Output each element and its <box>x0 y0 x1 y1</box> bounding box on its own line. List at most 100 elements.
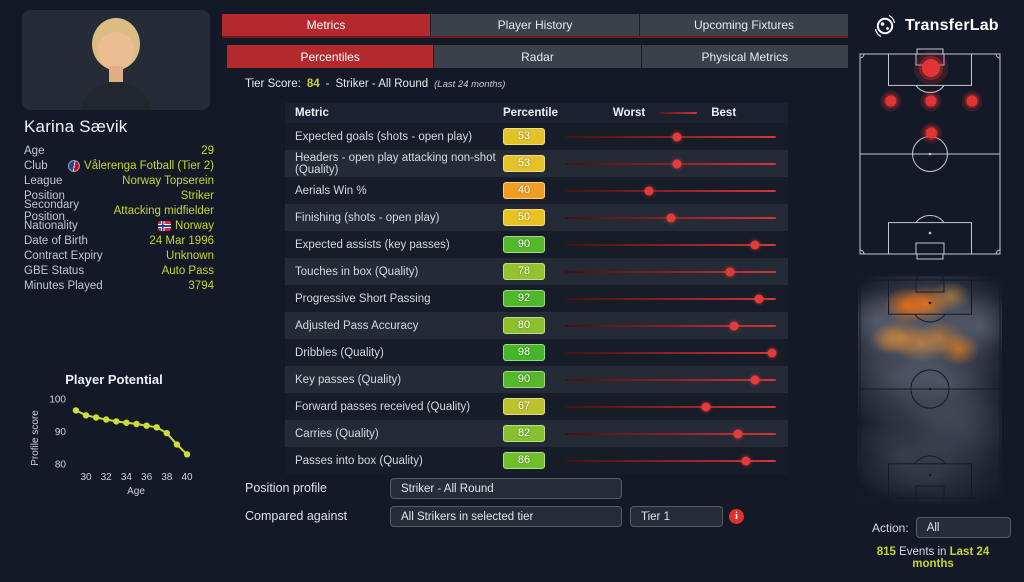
action-dropdown[interactable]: All <box>915 517 1011 538</box>
tier-score-label: Tier Score: <box>245 78 301 90</box>
header-best: Best <box>711 107 737 119</box>
tab-player-history[interactable]: Player History <box>431 14 640 36</box>
metric-row: Passes into box (Quality) 86 <box>285 447 788 474</box>
metric-row: Expected goals (shots - open play) 53 <box>285 123 788 150</box>
percentile-track <box>565 375 776 384</box>
tier-score-value: 84 <box>306 78 320 90</box>
percentile-badge: 90 <box>503 236 545 253</box>
percentile-track <box>565 240 776 249</box>
metric-row: Progressive Short Passing 92 <box>285 285 788 312</box>
info-value-text: Norway <box>175 219 214 232</box>
tier-score-profile: Striker - All Round <box>335 78 429 90</box>
player-name: Karina Sævik <box>24 117 128 136</box>
heatmap-pitch-lines <box>859 276 1001 504</box>
player-info-row: Secondary Position Attacking midfielder <box>24 199 214 223</box>
info-value: 24 Mar 1996 <box>149 235 214 247</box>
info-value-text: Striker <box>180 189 214 202</box>
info-label: Minutes Played <box>24 279 103 292</box>
header-metric: Metric <box>295 107 329 119</box>
percentile-track <box>565 456 776 465</box>
info-icon[interactable]: i <box>729 509 744 524</box>
percentile-badge: 80 <box>503 317 545 334</box>
metric-label: Expected assists (key passes) <box>295 238 450 251</box>
percentile-dot <box>733 429 743 438</box>
metric-label: Aerials Win % <box>295 184 367 197</box>
tab-metrics[interactable]: Metrics <box>222 14 431 36</box>
transferlab-logo-icon <box>874 14 896 38</box>
svg-text:30: 30 <box>80 472 92 483</box>
percentile-dot <box>750 240 760 249</box>
tab-label: Player History <box>497 18 573 32</box>
info-value: Striker <box>181 190 214 202</box>
metric-label: Forward passes received (Quality) <box>295 400 471 413</box>
metric-label: Touches in box (Quality) <box>295 265 419 278</box>
percentile-badge: 67 <box>503 398 545 415</box>
svg-text:100: 100 <box>49 395 66 406</box>
potential-chart-title: Player Potential <box>65 372 163 387</box>
info-value: Attacking midfielder <box>114 205 214 217</box>
info-label: League <box>24 174 63 187</box>
tab-radar[interactable]: Radar <box>434 45 642 68</box>
svg-text:40: 40 <box>181 472 193 483</box>
events-count: 815 <box>876 546 896 558</box>
percentile-badge: 40 <box>503 182 545 199</box>
brand-name: TransferLab <box>905 17 999 34</box>
percentile-track <box>565 186 776 195</box>
action-value: All <box>926 521 940 534</box>
info-value-text: 3794 <box>188 279 214 292</box>
player-info-row: Position Striker <box>24 188 214 203</box>
info-label: Age <box>24 144 45 157</box>
info-value: Norway <box>158 220 214 232</box>
norway-flag-icon <box>158 220 172 231</box>
percentile-track <box>565 267 776 276</box>
info-label: Position <box>24 189 65 202</box>
info-label: Contract Expiry <box>24 249 103 262</box>
metric-label: Headers - open play attacking non-shot (… <box>295 151 496 176</box>
position-profile-dropdown[interactable]: Striker - All Round <box>390 478 622 499</box>
metric-row: Dribbles (Quality) 98 <box>285 339 788 366</box>
position-profile-label: Position profile <box>245 481 327 495</box>
metric-row: Headers - open play attacking non-shot (… <box>285 150 788 177</box>
percentile-dot <box>672 132 682 141</box>
percentile-dot <box>666 213 675 222</box>
metric-row: Key passes (Quality) 90 <box>285 366 788 393</box>
events-summary: 815 Events in Last 24 months <box>858 546 1008 570</box>
tier-value: Tier 1 <box>641 510 670 523</box>
metric-label: Passes into box (Quality) <box>295 454 423 467</box>
tier-score-separator: - <box>325 78 330 90</box>
metrics-table-header: Metric Percentile Worst Best <box>285 103 788 123</box>
metric-label: Key passes (Quality) <box>295 373 402 386</box>
percentile-badge: 78 <box>503 263 545 280</box>
player-info-row: GBE Status Auto Pass <box>24 263 214 278</box>
percentile-badge: 82 <box>503 425 545 442</box>
tier-dropdown[interactable]: Tier 1 <box>630 506 723 527</box>
tier-score-line: Tier Score: 84 - Striker - All Round (La… <box>245 78 505 90</box>
percentile-badge: 92 <box>503 290 545 307</box>
percentile-metrics-table: Metric Percentile Worst Best Expected go… <box>285 103 788 474</box>
player-info-row: Club Vålerenga Fotball (Tier 2) <box>24 158 214 173</box>
header-percentile: Percentile <box>503 107 558 119</box>
player-portrait-illustration <box>81 18 151 110</box>
tab-physical-metrics[interactable]: Physical Metrics <box>641 45 848 68</box>
player-info-row: Date of Birth 24 Mar 1996 <box>24 233 214 248</box>
metric-row: Carries (Quality) 82 <box>285 420 788 447</box>
percentile-dot <box>741 456 751 465</box>
metric-row: Touches in box (Quality) 78 <box>285 258 788 285</box>
info-value-text: Unknown <box>166 249 214 262</box>
position-pitch-map <box>859 48 1001 260</box>
info-value: Norway Topserein <box>122 175 214 187</box>
tab-percentiles[interactable]: Percentiles <box>227 45 435 68</box>
metric-row: Adjusted Pass Accuracy 80 <box>285 312 788 339</box>
compared-against-dropdown[interactable]: All Strikers in selected tier <box>390 506 622 527</box>
tab-upcoming-fixtures[interactable]: Upcoming Fixtures <box>640 14 848 36</box>
metric-label: Progressive Short Passing <box>295 292 431 305</box>
events-middle-text: Events in <box>899 546 947 558</box>
player-info-row: Contract Expiry Unknown <box>24 248 214 263</box>
tab-label: Metrics <box>306 18 346 32</box>
percentile-badge: 53 <box>503 128 545 145</box>
svg-text:38: 38 <box>161 472 173 483</box>
info-value-text: Auto Pass <box>161 264 214 277</box>
percentile-dot <box>750 375 760 384</box>
percentile-track <box>565 159 776 168</box>
player-info-row: Minutes Played 3794 <box>24 278 214 293</box>
